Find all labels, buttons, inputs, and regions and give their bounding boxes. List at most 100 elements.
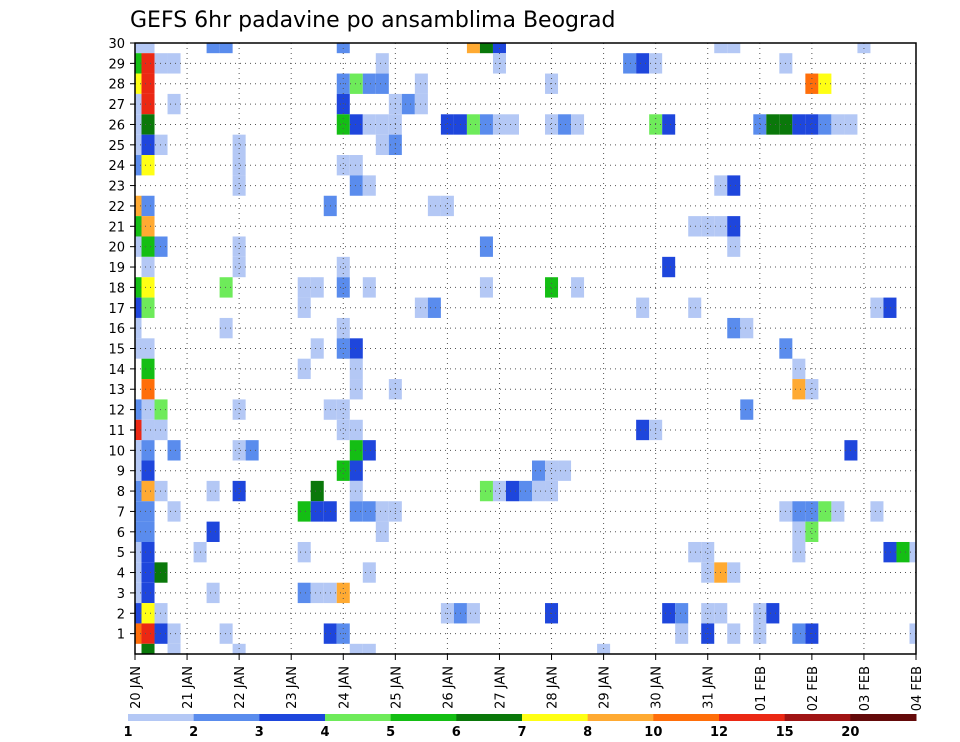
heatmap-cell (141, 53, 155, 74)
heatmap-cell (792, 501, 806, 522)
heatmap-cell (154, 623, 168, 644)
heatmap-cell (675, 623, 689, 644)
y-tick-label: 28 (108, 78, 125, 93)
heatmap-cell (135, 195, 142, 217)
heatmap-cell (154, 236, 168, 257)
heatmap-cell (141, 73, 155, 94)
x-tick-label: 30 JAN (650, 666, 665, 709)
x-axis-ticks: 20 JAN 21 JAN 22 JAN 23 JAN 24 JAN 25 JAN 26 J… (129, 654, 925, 711)
y-tick-label: 25 (108, 139, 125, 154)
colorbar-label: 5 (386, 725, 395, 740)
heatmap-cell (636, 53, 650, 74)
heatmap-cell (740, 399, 754, 420)
heatmap-cell (141, 155, 155, 176)
y-tick-label: 2 (117, 607, 125, 622)
heatmap-cell (818, 501, 832, 522)
heatmap-cell (662, 603, 676, 624)
heatmap-cell (349, 338, 363, 359)
colorbar-label: 10 (644, 725, 662, 740)
heatmap-cell (675, 603, 689, 624)
y-tick-label: 27 (108, 98, 125, 113)
heatmap-cell (492, 480, 506, 502)
heatmap-cell (558, 460, 572, 481)
colorbar-swatch (193, 714, 260, 721)
heatmap-cell (545, 480, 559, 502)
heatmap-cell (167, 440, 181, 461)
heatmap-cell (727, 236, 741, 257)
heatmap-cell (401, 93, 415, 115)
heatmap-cell (362, 643, 376, 654)
heatmap-cell (135, 501, 142, 522)
heatmap-cell (414, 93, 428, 115)
heatmap-cell (232, 236, 246, 257)
heatmap-cell (740, 317, 754, 339)
heatmap-cell (206, 521, 220, 542)
heatmap-cell (310, 480, 324, 502)
heatmap-cell (232, 134, 246, 156)
heatmap-cell (206, 480, 220, 502)
heatmap-cell (135, 297, 142, 318)
heatmap-cell (135, 480, 142, 502)
heatmap-cell (135, 460, 142, 481)
colorbar-label: 6 (452, 725, 461, 740)
heatmap-cell (141, 256, 155, 278)
colorbar-label: 20 (841, 725, 859, 740)
heatmap-cell (883, 297, 897, 318)
colorbar-swatch (456, 714, 523, 721)
heatmap-cell (167, 53, 181, 74)
colorbar: 1 2 3 4 5 6 7 8 10 12 15 20 (123, 714, 917, 740)
heatmap-cell (479, 480, 493, 502)
heatmap-cell (336, 419, 350, 441)
heatmap-cell (479, 114, 493, 135)
heatmap-cell (545, 277, 559, 298)
colorbar-swatch (719, 714, 786, 721)
heatmap-cell (414, 297, 428, 318)
colorbar-swatch (259, 714, 326, 721)
heatmap-cell (909, 541, 916, 563)
heatmap-cell (349, 440, 363, 461)
heatmap-cell (362, 277, 376, 298)
heatmap-cell (154, 603, 168, 624)
heatmap-cell (135, 155, 142, 176)
x-tick-label: 03 FEB (858, 666, 873, 711)
x-tick-label: 04 FEB (910, 666, 925, 711)
colorbar-label: 15 (776, 725, 794, 740)
heatmap-cell (141, 195, 155, 217)
heatmap-cell (466, 114, 480, 135)
heatmap-cell (532, 460, 546, 481)
heatmap-cell (135, 623, 142, 644)
heatmap-cell (232, 480, 246, 502)
heatmap-cell (141, 562, 155, 583)
y-tick-label: 15 (108, 343, 125, 358)
heatmap-cell (141, 338, 155, 359)
heatmap-cell (883, 541, 897, 563)
heatmap-cell (154, 399, 168, 420)
y-tick-label: 16 (108, 322, 125, 337)
x-tick-label: 27 JAN (493, 666, 508, 709)
colorbar-label: 1 (123, 725, 132, 740)
heatmap-cell (466, 603, 480, 624)
heatmap-cell (135, 43, 142, 54)
heatmap-cell (766, 603, 780, 624)
heatmap-cell (349, 155, 363, 176)
y-tick-label: 12 (108, 404, 125, 419)
heatmap-cell (558, 114, 572, 135)
heatmap-cell (310, 338, 324, 359)
heatmap-cell (896, 541, 910, 563)
heatmap-cell (466, 43, 480, 54)
heatmap-cell (154, 480, 168, 502)
heatmap-cell (141, 521, 155, 542)
heatmap-cell (135, 338, 142, 359)
heatmap-cell (362, 73, 376, 94)
x-tick-label: 20 JAN (129, 666, 144, 709)
heatmap-cell (662, 256, 676, 278)
heatmap-cell (141, 236, 155, 257)
heatmap-cell (909, 623, 916, 644)
heatmap-cell (310, 582, 324, 604)
heatmap-cell (135, 53, 142, 74)
heatmap-cell (571, 114, 585, 135)
colorbar-label: 12 (710, 725, 728, 740)
x-tick-label: 26 JAN (441, 666, 456, 709)
y-tick-label: 7 (117, 505, 125, 520)
heatmap-cell (219, 43, 233, 54)
